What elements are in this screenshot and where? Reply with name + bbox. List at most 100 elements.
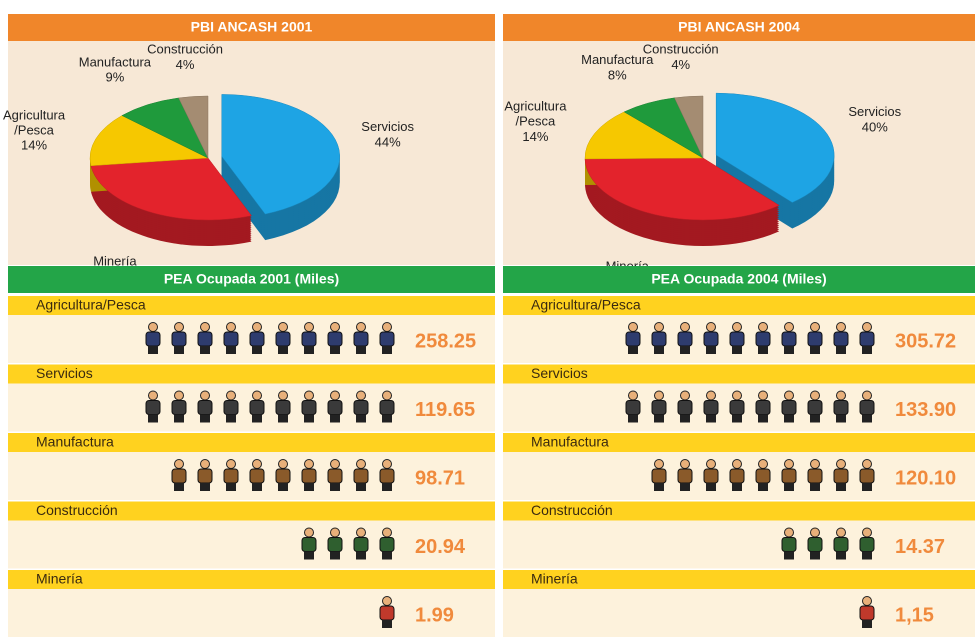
icon-legs [628,414,638,423]
pictogram-icons [301,527,395,560]
icon-legs [200,483,210,491]
icon-body [755,468,771,484]
icon-head [628,322,638,332]
icon-head [784,459,794,469]
icon-legs [862,620,872,628]
icon-head [654,322,664,332]
row-label-band [8,296,495,315]
icon-legs [252,346,262,354]
pie-label: Manufactura [79,55,152,70]
icon-legs [862,483,872,491]
icon-head [706,459,716,469]
icon-head [680,459,690,469]
icon-body [379,605,395,621]
icon-body [833,537,849,552]
pie-value-label: 9% [105,70,124,85]
icon-head [356,322,366,332]
pie-slice [221,94,341,215]
icon-body [833,331,849,347]
icon-head [252,322,262,332]
pie-slice [674,95,704,159]
icon-head [784,527,794,538]
icon-body [781,400,797,415]
icon-body [327,468,343,484]
icon-body [379,400,395,415]
icon-head [278,322,288,332]
icon-legs [680,414,690,423]
row-label: Construcción [36,502,118,518]
value-label: 119.65 [415,399,475,421]
row-band [8,520,495,569]
section-band [8,266,495,293]
icon-legs [200,414,210,423]
icon-legs [382,346,392,354]
icon-body [379,468,395,484]
row-label: Servicios [36,365,93,381]
pie-label: Agricultura/Pesca [3,108,66,138]
icon-body [859,400,875,415]
icon-legs [732,346,742,354]
pie-slice [715,92,835,203]
section-title: PEA Ocupada 2001 (Miles) [164,271,339,287]
chart-title: PBI ANCASH 2004 [678,19,800,35]
icon-head [304,322,314,332]
icon-legs [356,483,366,491]
icon-body [249,468,265,484]
row-label-band [8,570,495,589]
icon-head [330,390,340,401]
icon-body [859,537,875,552]
icon-legs [810,551,820,560]
icon-head [148,322,158,332]
pie-label-line: Minería [93,254,137,269]
icon-legs [278,483,288,491]
icon-head [304,459,314,469]
icon-body [703,331,719,347]
icon-legs [330,414,340,423]
value-label: 1.99 [415,604,454,626]
icon-legs [382,620,392,628]
icon-head [356,527,366,538]
icon-legs [810,483,820,491]
icon-body [223,468,239,484]
icon-head [200,322,210,332]
icon-head [732,390,742,401]
icon-legs [758,483,768,491]
value-label: 258.25 [415,330,476,352]
row-label-band [503,364,975,384]
row-label-band [8,433,495,452]
icon-legs [174,346,184,354]
row-label: Manufactura [36,434,114,450]
icon-head [784,322,794,332]
chart-title: PBI ANCASH 2001 [191,19,313,35]
pie-value-label: 4% [671,57,690,72]
icon-body [677,400,693,415]
icon-legs [252,483,262,491]
icon-head [148,390,158,401]
icon-body [171,468,187,484]
icon-head [758,390,768,401]
icon-head [836,527,846,538]
icon-legs [706,414,716,423]
row-band [8,589,495,637]
icon-legs [226,346,236,354]
icon-legs [836,414,846,423]
icon-head [174,322,184,332]
icon-body [145,400,161,415]
icon-body [379,537,395,552]
icon-head [304,527,314,538]
pictogram-icons [781,527,875,560]
icon-body [781,331,797,347]
pie-slice [584,111,704,160]
icon-head [810,527,820,538]
icon-head [732,459,742,469]
icon-head [862,322,872,332]
icon-head [278,459,288,469]
icon-body [807,400,823,415]
icon-body [327,537,343,552]
value-label: 1,15 [895,604,934,626]
value-label: 20.94 [415,536,466,558]
icon-legs [148,346,158,354]
pie-slice [178,95,209,159]
icon-legs [304,483,314,491]
